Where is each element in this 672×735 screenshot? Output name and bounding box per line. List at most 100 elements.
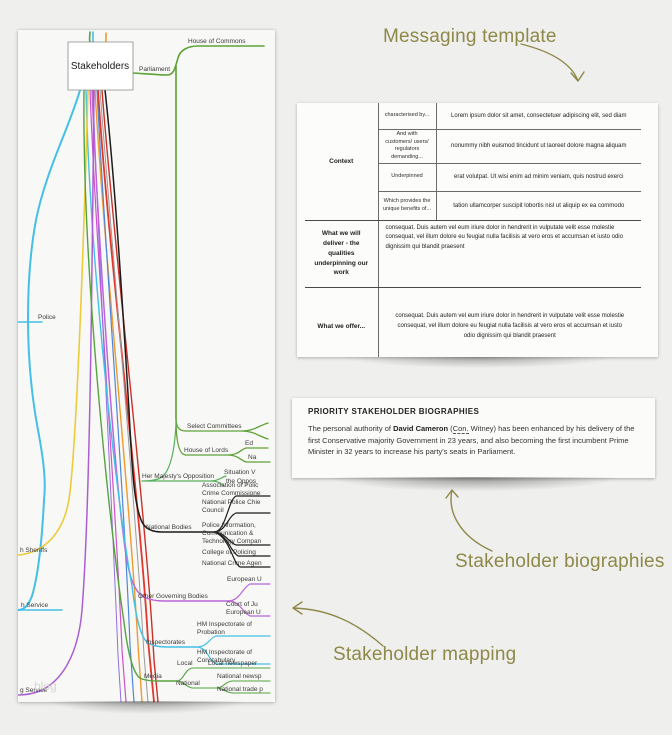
table-row: And with customers/ users/ regulators de… [305,129,641,164]
annotation-messaging-template: Messaging template [383,26,557,47]
annotation-stakeholder-biographies: Stakeholder biographies [455,551,665,572]
node-inspectorates: Inspectorates [146,639,186,646]
root-node-label: Stakeholders [71,61,129,72]
node-ogb1: European U [227,576,262,583]
arrow-to-messaging-template [520,43,585,82]
node-sheriffs: h Sheriffs [20,547,48,554]
node-situation-line1: Situation V [224,469,256,476]
node-media-nat-child2: National trade p [217,686,263,693]
branch-police-line [18,89,81,611]
branch-nb2-line [213,512,271,533]
node-insp1-line2: Probation [197,629,225,636]
node-nb4: College of Policing [202,549,256,556]
watermark-text: blog [34,679,57,693]
page-bottom-shadow [14,701,279,719]
messaging-template-card: Context characterised by... Lorem ipsum … [297,103,658,357]
deliver-row-header: What we will deliver - the qualities und… [305,220,379,288]
node-select-committees: Select Committees [187,423,242,430]
bio-text-suffix: Witney) has been enhanced by his deliver… [308,424,635,457]
offer-row-header: What we offer... [305,287,379,357]
node-police: Police [38,314,56,321]
branch-nb5-line [213,531,271,568]
branch-nb1-line [213,495,271,533]
context-cell-text: Lorem ipsum dolor sit amet, consectetuer… [436,103,641,130]
arrow-to-biographies [445,489,493,552]
table-row: Underpinned erat volutpat. Ut wisi enim … [305,163,641,192]
node-national-bodies: National Bodies [146,524,192,531]
context-cell-text: tation ullamcorper suscipit lobortis nis… [436,191,641,221]
node-media: Media [144,673,162,680]
context-sub-label: characterised by... [377,103,437,130]
bio-person-name: David Cameron [393,424,449,433]
deliver-cell-text: consequat. Duis autem vel eum iriure dol… [378,220,641,288]
node-hol-child2: Na [248,454,257,461]
node-nb3-line3: Technology Compan [202,538,262,545]
node-ogb2-line2: European U [226,609,261,616]
node-insp2-line2: Constabulary [197,657,236,664]
branch-insp1-line [195,635,271,648]
bio-text-prefix: The personal authority of [308,424,394,433]
bio-text-mid: ( [448,424,453,433]
context-cell-text: nonummy nibh euismod tincidunt ut laoree… [436,129,641,164]
node-media-national: National [176,680,200,687]
trunk-line-gray [99,89,149,702]
table-row: What we will deliver - the qualities und… [305,220,641,288]
messaging-template-table: Context characterised by... Lorem ipsum … [305,103,641,357]
node-service-bottom: g Service [20,687,47,694]
node-parliament: Parliament [139,66,170,73]
root-node-box [67,41,134,91]
offer-cell-text: consequat. Duis autem vel eum iriure dol… [395,313,625,339]
node-house-of-commons: House of Commons [188,38,246,45]
node-nb1-line1: Association of Polic [202,482,259,489]
branch-sheriffs-line [18,89,89,556]
trunk-line-dark-red [101,89,159,702]
bio-heading: PRIORITY STAKEHOLDER BIOGRAPHIES [308,407,480,416]
branch-media-nat2-line [215,687,271,694]
mindmap-svg: Stakeholders Parliament House of Commons… [18,31,271,702]
node-insp1-line1: HM Inspectorate of [197,621,252,628]
node-nb2-line1: National Police Chie [202,499,261,506]
node-hol-child1: Ed [245,440,253,447]
context-row-header: Context [305,103,378,221]
table-row: Which provides the unique benefits of...… [305,191,641,221]
node-nb3-line2: Communication & [202,530,254,537]
node-opposition: Her Majesty's Opposition [142,473,214,480]
branch-media-national-line [175,680,217,689]
trunk-line-red [97,89,155,702]
branch-service-bottom-line [18,89,95,696]
branch-insp2-line [195,646,271,665]
trunk-line-orange [94,89,143,702]
node-nb2-line2: Council [202,507,224,514]
node-ogb2-line1: Court of Ju [226,601,258,608]
bio-party-abbr: Con. [452,424,469,434]
bio-card-shadow [286,477,662,497]
branch-parliament-line [132,45,265,76]
context-sub-label: And with customers/ users/ regulators de… [377,129,437,164]
table-row: What we offer... consequat. Duis autem v… [305,287,641,357]
branch-media-line [83,89,177,682]
node-situation-line2: the Oppos [226,478,257,485]
branch-ogb2-line [227,600,271,617]
node-media-nat-child1: National newsp [217,673,262,680]
table-row: Context characterised by... Lorem ipsum … [305,103,641,221]
node-nb3-line1: Police Information, [202,522,256,529]
branch-opposition-line [141,421,227,487]
node-house-of-lords: House of Lords [184,447,229,454]
node-media-local: Local [177,660,193,667]
node-insp2-line1: HM Inspectorate of [197,649,252,656]
node-other-governing-bodies: Other Governing Bodies [138,593,208,600]
branch-inspectorates-line [85,89,197,648]
template-card-shadow [293,357,663,373]
stakeholder-biographies-card: PRIORITY STAKEHOLDER BIOGRAPHIES The per… [292,398,655,478]
trunk-line-magenta [89,89,127,702]
stakeholder-mindmap-page: Stakeholders Parliament House of Commons… [18,30,275,702]
branch-national-bodies-line [104,89,215,533]
node-nb1-line2: Crime Commissione [202,490,261,497]
node-media-local-child: Local newspaper [208,660,258,667]
context-sub-label: Underpinned [377,163,437,192]
bio-paragraph: The personal authority of David Cameron … [308,423,639,458]
arrow-to-mindmap [292,601,384,647]
node-nb5: National Crime Agen [202,560,262,567]
context-cell-text: erat volutpat. Ut wisi enim ad minim ven… [436,163,641,192]
